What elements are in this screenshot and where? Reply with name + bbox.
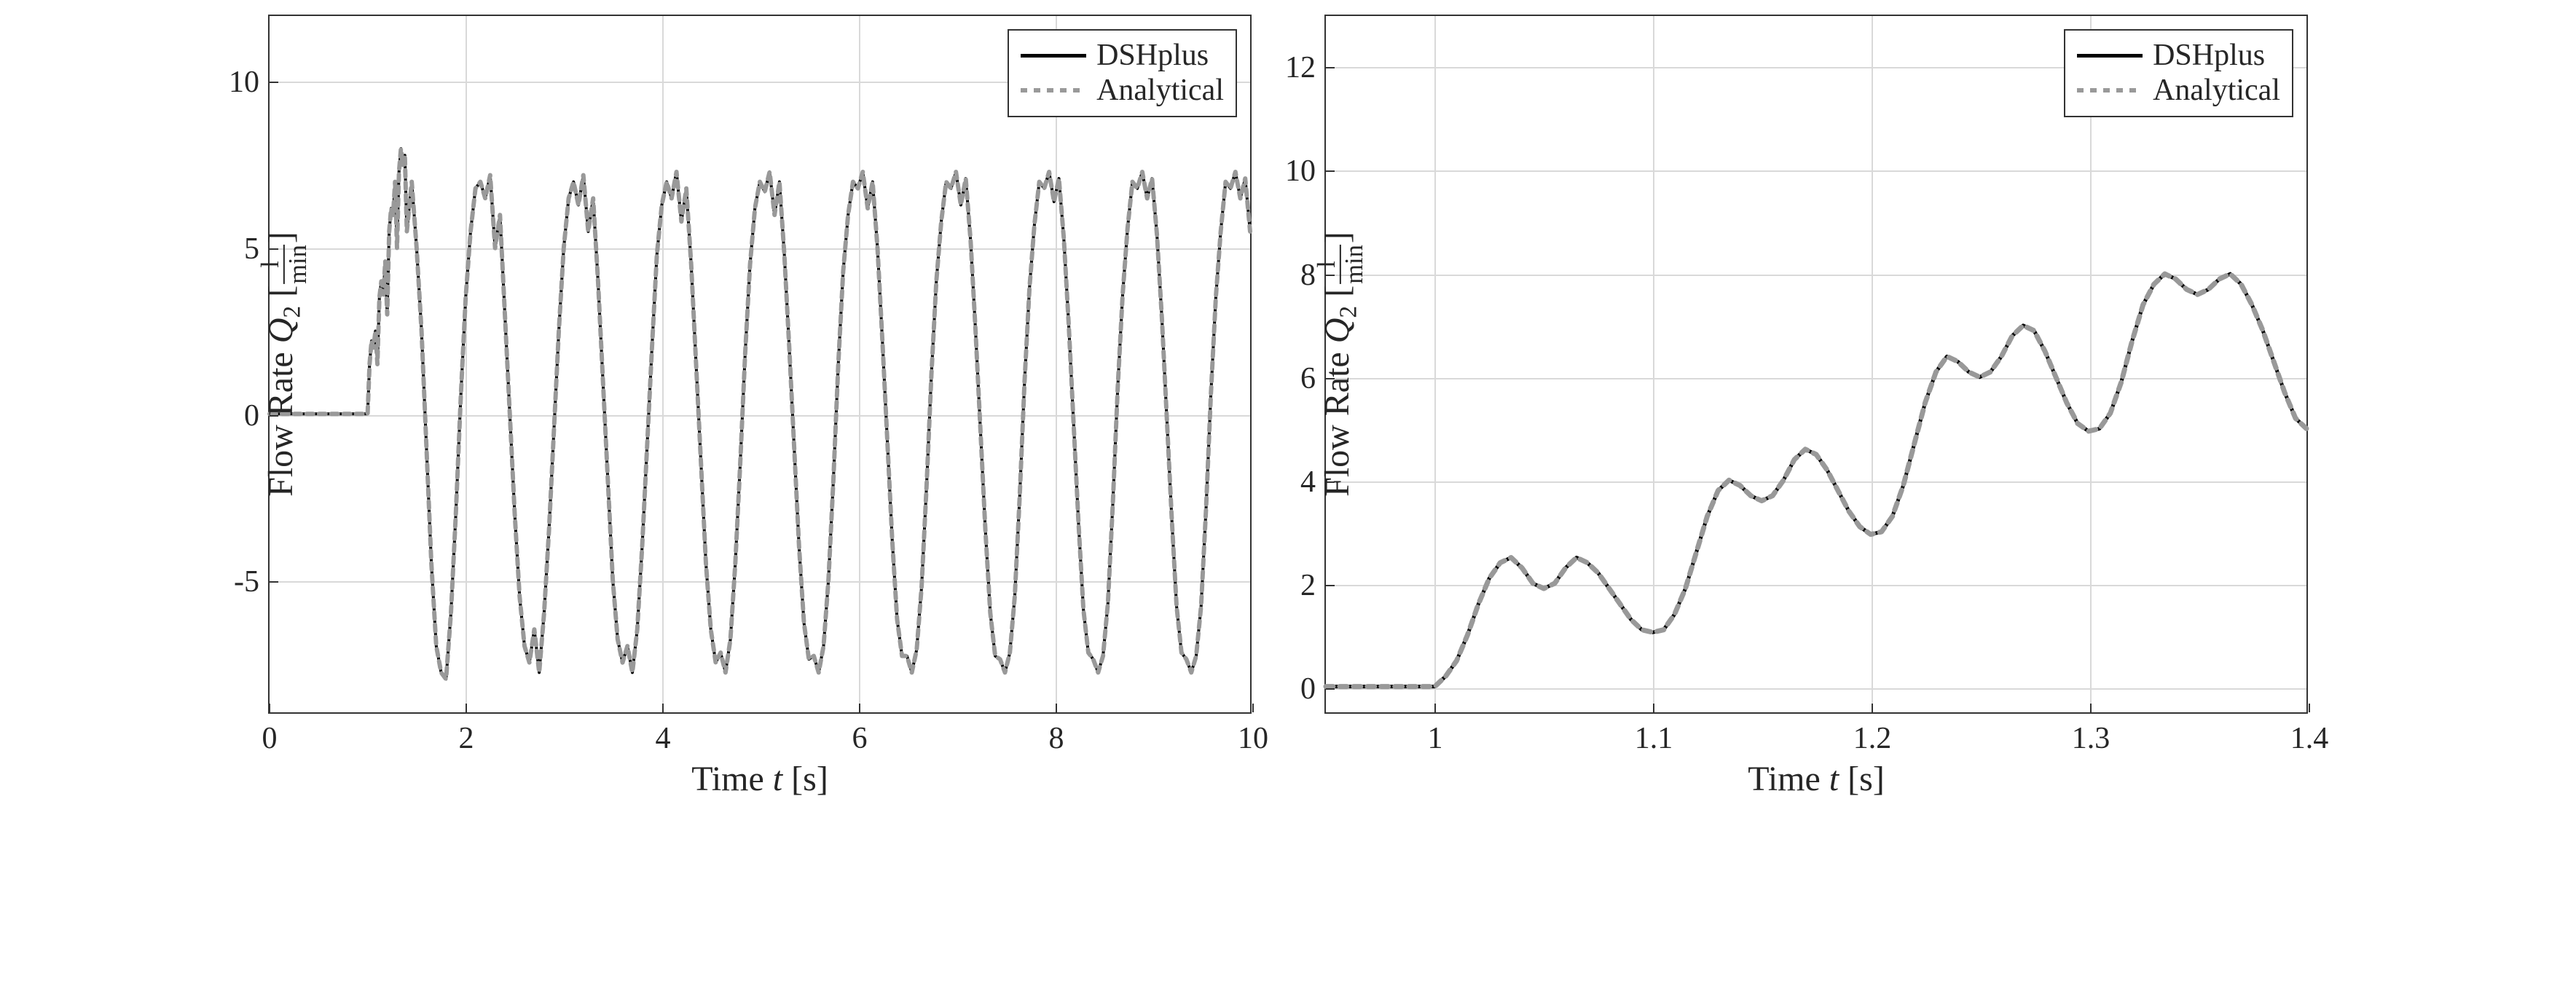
y-tick-label: 12 — [1285, 50, 1316, 85]
y-tick-label: 4 — [1300, 465, 1316, 500]
y-tick-label: 0 — [1300, 672, 1316, 706]
plot-area-right: DSHplusAnalytical 11.11.21.31.4024681012 — [1324, 15, 2308, 714]
legend-label: Analytical — [2153, 73, 2280, 108]
series-line — [1326, 274, 2306, 687]
x-axis-label-right: Time t [s] — [1748, 759, 1885, 799]
x-axis-label-left: Time t [s] — [691, 759, 828, 799]
chart-left: DSHplusAnalytical 0246810-50510 Time t [… — [268, 15, 1252, 714]
data-layer-right — [1326, 16, 2306, 712]
x-tick-label: 1.2 — [1853, 721, 1892, 756]
data-layer-left — [270, 16, 1250, 712]
x-tick-label: 6 — [852, 721, 868, 756]
legend-item: DSHplus — [2077, 38, 2280, 73]
x-tick-label: 1.4 — [2290, 721, 2329, 756]
legend-label: Analytical — [1096, 73, 1224, 108]
x-tick-label: 0 — [262, 721, 278, 756]
y-tick-label: 10 — [229, 65, 259, 100]
legend-label: DSHplus — [1096, 38, 1209, 73]
legend-item: Analytical — [1021, 73, 1224, 108]
series-line — [270, 149, 1250, 679]
y-tick-label: 0 — [244, 398, 259, 433]
x-tick-label: 4 — [656, 721, 671, 756]
legend-item: Analytical — [2077, 73, 2280, 108]
x-tick-label: 8 — [1049, 721, 1064, 756]
y-axis-label-left: Flow Rate Q2 [lmin] — [258, 232, 310, 497]
chart-right: DSHplusAnalytical 11.11.21.31.4024681012… — [1324, 15, 2308, 714]
legend-right: DSHplusAnalytical — [2064, 29, 2293, 117]
y-tick-label: 10 — [1285, 154, 1316, 189]
x-tick-label: 2 — [459, 721, 474, 756]
series-line — [270, 149, 1250, 679]
x-tick-label: 1.1 — [1635, 721, 1673, 756]
x-tick-label: 10 — [1238, 721, 1268, 756]
y-axis-label-right: Flow Rate Q2 [lmin] — [1314, 232, 1367, 497]
x-tick-label: 1 — [1428, 721, 1443, 756]
x-tick-label: 1.3 — [2072, 721, 2110, 756]
legend-left: DSHplusAnalytical — [1008, 29, 1237, 117]
y-tick-label: -5 — [234, 564, 259, 599]
legend-item: DSHplus — [1021, 38, 1224, 73]
plot-area-left: DSHplusAnalytical 0246810-50510 — [268, 15, 1252, 714]
legend-label: DSHplus — [2153, 38, 2265, 73]
y-tick-label: 2 — [1300, 568, 1316, 603]
y-tick-label: 6 — [1300, 361, 1316, 396]
